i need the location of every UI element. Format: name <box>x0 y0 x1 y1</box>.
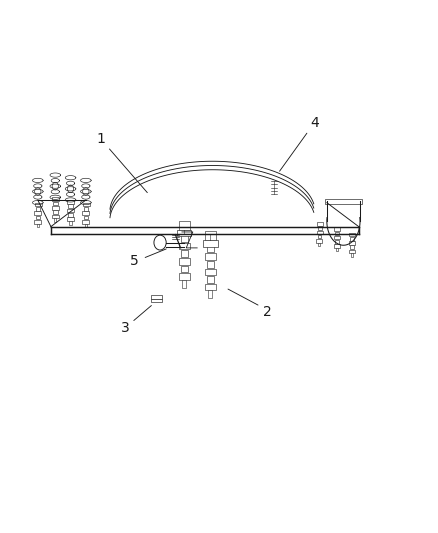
Circle shape <box>83 188 89 195</box>
FancyBboxPatch shape <box>53 201 58 205</box>
FancyBboxPatch shape <box>179 273 190 280</box>
FancyBboxPatch shape <box>67 217 74 221</box>
FancyBboxPatch shape <box>35 211 42 215</box>
FancyBboxPatch shape <box>35 203 42 206</box>
FancyBboxPatch shape <box>349 249 355 253</box>
FancyBboxPatch shape <box>350 237 354 240</box>
FancyBboxPatch shape <box>151 300 162 302</box>
FancyBboxPatch shape <box>205 231 216 240</box>
FancyBboxPatch shape <box>207 261 214 268</box>
FancyBboxPatch shape <box>35 207 40 211</box>
FancyBboxPatch shape <box>335 240 339 244</box>
FancyBboxPatch shape <box>151 295 162 299</box>
FancyBboxPatch shape <box>334 228 340 231</box>
FancyBboxPatch shape <box>179 221 190 230</box>
FancyBboxPatch shape <box>177 230 191 236</box>
FancyBboxPatch shape <box>84 215 88 219</box>
FancyBboxPatch shape <box>318 227 321 230</box>
FancyBboxPatch shape <box>350 245 354 249</box>
FancyBboxPatch shape <box>82 220 89 223</box>
Circle shape <box>35 188 41 195</box>
FancyBboxPatch shape <box>84 207 88 211</box>
FancyBboxPatch shape <box>205 284 216 290</box>
FancyBboxPatch shape <box>52 206 59 209</box>
FancyBboxPatch shape <box>68 213 73 216</box>
FancyBboxPatch shape <box>52 215 59 218</box>
FancyBboxPatch shape <box>316 239 322 243</box>
Text: 1: 1 <box>97 132 106 146</box>
FancyBboxPatch shape <box>52 197 59 201</box>
FancyBboxPatch shape <box>318 243 320 246</box>
FancyBboxPatch shape <box>335 232 339 235</box>
Circle shape <box>52 182 58 190</box>
FancyBboxPatch shape <box>37 223 39 228</box>
FancyBboxPatch shape <box>67 200 74 204</box>
FancyBboxPatch shape <box>180 265 188 272</box>
FancyBboxPatch shape <box>35 215 40 219</box>
FancyBboxPatch shape <box>205 269 216 275</box>
FancyBboxPatch shape <box>181 251 188 257</box>
FancyBboxPatch shape <box>181 235 188 241</box>
Circle shape <box>67 185 74 192</box>
FancyBboxPatch shape <box>179 243 190 249</box>
FancyBboxPatch shape <box>317 222 323 225</box>
FancyBboxPatch shape <box>67 208 74 212</box>
FancyBboxPatch shape <box>205 254 216 260</box>
FancyBboxPatch shape <box>349 241 355 245</box>
FancyBboxPatch shape <box>85 223 87 228</box>
FancyBboxPatch shape <box>207 276 214 283</box>
FancyBboxPatch shape <box>351 253 353 257</box>
FancyBboxPatch shape <box>207 246 214 252</box>
Circle shape <box>154 235 166 250</box>
Text: 5: 5 <box>130 254 138 268</box>
FancyBboxPatch shape <box>325 199 362 204</box>
FancyBboxPatch shape <box>82 203 90 206</box>
FancyBboxPatch shape <box>68 204 73 208</box>
FancyBboxPatch shape <box>317 231 322 234</box>
Text: 3: 3 <box>121 321 130 335</box>
FancyBboxPatch shape <box>182 280 186 288</box>
FancyBboxPatch shape <box>336 248 338 252</box>
FancyBboxPatch shape <box>350 233 355 236</box>
FancyBboxPatch shape <box>54 218 57 222</box>
FancyBboxPatch shape <box>334 236 340 239</box>
FancyBboxPatch shape <box>53 210 58 214</box>
FancyBboxPatch shape <box>318 235 321 238</box>
FancyBboxPatch shape <box>208 290 212 298</box>
FancyBboxPatch shape <box>69 221 72 225</box>
FancyBboxPatch shape <box>82 211 89 215</box>
Text: 4: 4 <box>311 116 319 130</box>
Text: 2: 2 <box>263 305 272 319</box>
FancyBboxPatch shape <box>179 258 190 264</box>
FancyBboxPatch shape <box>34 220 41 223</box>
FancyBboxPatch shape <box>334 244 340 248</box>
FancyBboxPatch shape <box>203 240 218 247</box>
